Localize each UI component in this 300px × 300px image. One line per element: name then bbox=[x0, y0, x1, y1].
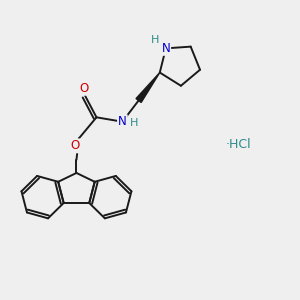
Text: O: O bbox=[79, 82, 88, 95]
Text: H: H bbox=[129, 118, 138, 128]
Text: H: H bbox=[151, 35, 160, 45]
Text: O: O bbox=[71, 140, 80, 152]
Polygon shape bbox=[136, 73, 160, 103]
Text: N: N bbox=[118, 115, 127, 128]
Text: N: N bbox=[161, 42, 170, 55]
Text: ·HCl: ·HCl bbox=[226, 138, 251, 151]
